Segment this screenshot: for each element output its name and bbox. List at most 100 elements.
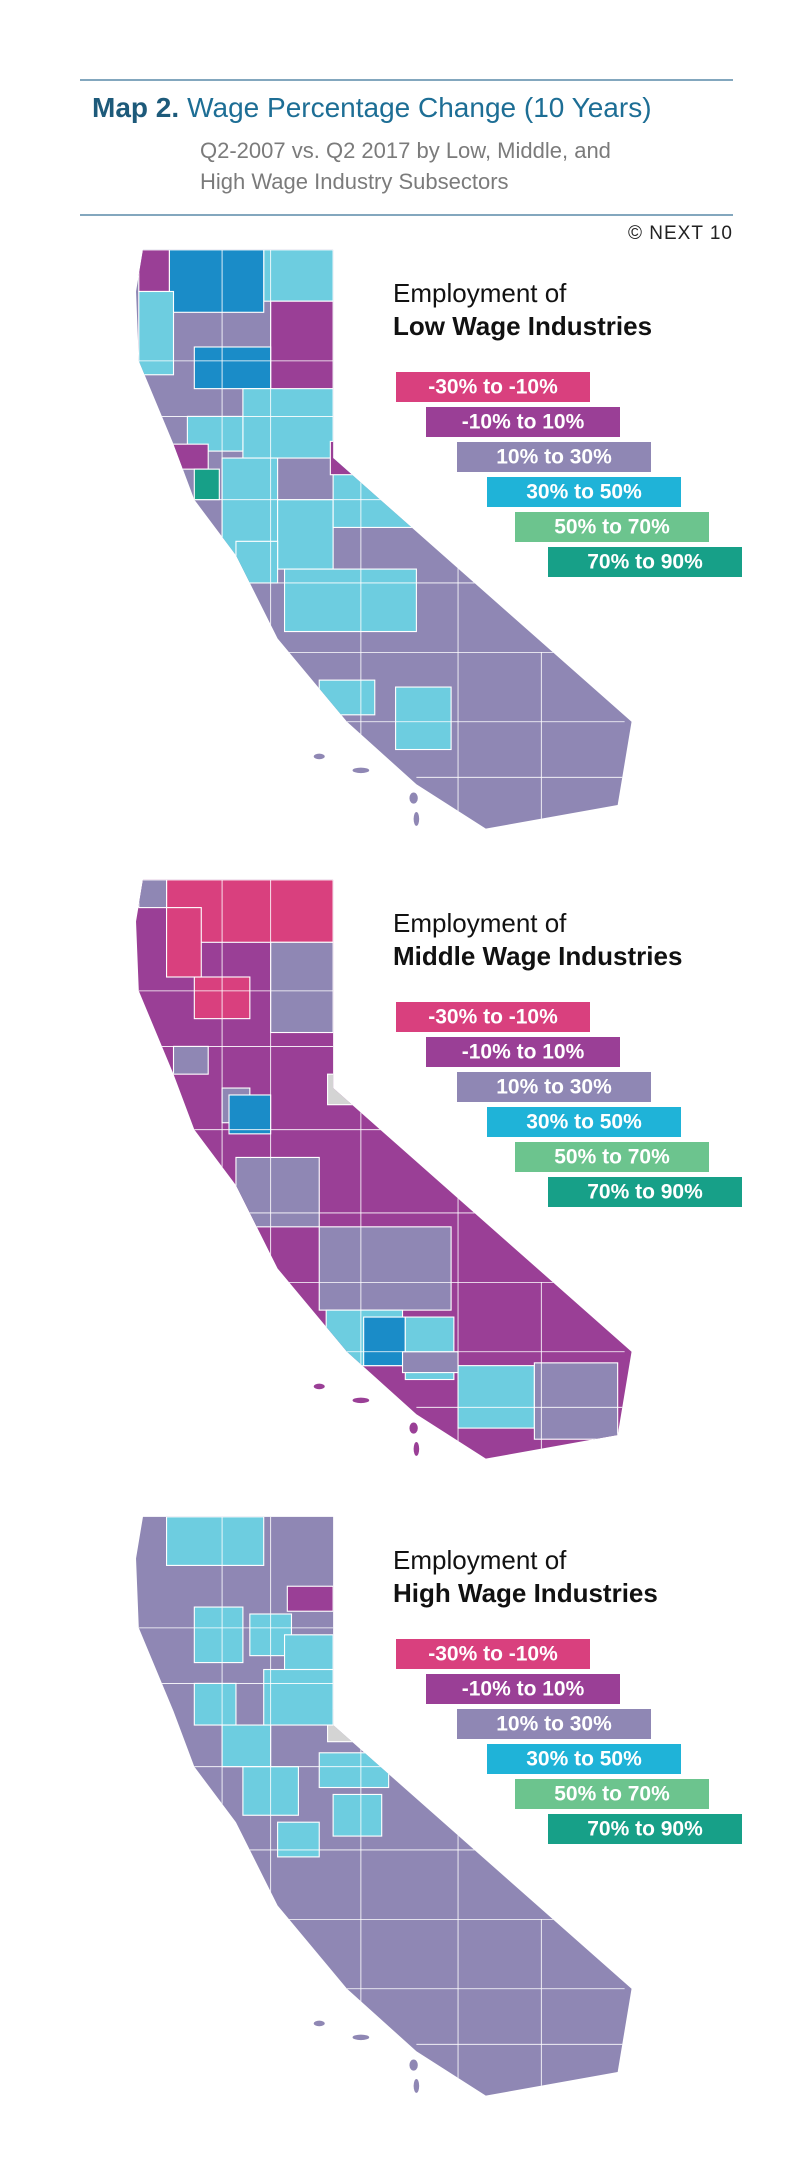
county [277,1821,320,1858]
county [395,686,452,751]
title-bold: Map 2. [92,92,179,123]
legend-label: 30% to 50% [526,1111,642,1134]
county [235,1156,320,1228]
legend-swatch [426,1037,620,1067]
legend-swatch [548,1814,742,1844]
legend-swatch [457,442,651,472]
state-shape [136,879,632,1459]
county [286,1585,334,1612]
county [283,568,417,633]
county [193,346,272,390]
legend-swatch [515,1142,709,1172]
county [318,679,376,716]
legend-label: -10% to 10% [462,411,585,434]
legend-swatch [426,407,620,437]
legend-label: 10% to 30% [496,1713,612,1736]
island [409,1422,418,1434]
legend-swatch [515,512,709,542]
legend-swatch [457,1709,651,1739]
legend-label: -10% to 10% [462,1678,585,1701]
california-map [136,879,632,1459]
county [457,1365,535,1429]
legend-swatch [487,477,681,507]
island [313,2020,325,2027]
county [263,249,334,302]
legend-label: 50% to 70% [554,516,670,539]
county [172,1045,209,1075]
county [138,249,170,293]
legend-label: 70% to 90% [587,1181,703,1204]
map-heading: Employment of [393,278,567,308]
legend-label: -10% to 10% [462,1041,585,1064]
county [193,1682,237,1726]
county [533,1362,619,1440]
county [332,457,431,528]
county-group [138,879,625,1459]
island [413,1441,420,1456]
map-heading: Employment of [393,908,567,938]
legend-swatch [396,1639,590,1669]
credit: © NEXT 10 [628,223,733,244]
state-shape [136,1516,632,2096]
county [283,1634,334,1671]
county [318,1226,452,1311]
county-group [138,1516,625,2096]
title: Map 2. Wage Percentage Change (10 Years) [92,92,652,123]
legend-label: 50% to 70% [554,1146,670,1169]
island [352,767,370,774]
county [270,300,334,397]
county [277,499,334,570]
legend-label: -30% to -10% [428,1643,558,1666]
subtitle-line: Q2-2007 vs. Q2 2017 by Low, Middle, and [200,138,611,163]
county [329,440,354,476]
county [263,1668,334,1726]
legend-swatch [487,1107,681,1137]
county [166,1516,265,1566]
county [221,1724,272,1768]
county [363,1316,406,1367]
legend-swatch [487,1744,681,1774]
legend-swatch [457,1072,651,1102]
title-text: Wage Percentage Change (10 Years) [187,92,651,123]
county [221,457,279,556]
county [168,249,265,313]
legend-swatch [515,1779,709,1809]
county [235,540,279,584]
county [332,1793,383,1837]
county-group [138,249,625,829]
island [352,1397,370,1404]
legend-swatch [396,372,590,402]
legend-swatch [548,1177,742,1207]
legend-swatch [426,1674,620,1704]
legend-label: 10% to 30% [496,446,612,469]
island [352,2034,370,2041]
county [401,1351,459,1374]
california-map [136,249,632,829]
county [138,879,168,909]
island [313,753,325,760]
county [327,1073,356,1106]
legend-label: 10% to 30% [496,1076,612,1099]
california-map [136,1516,632,2096]
county [228,1094,272,1135]
county [242,388,334,459]
subtitle-line: High Wage Industry Subsectors [200,169,509,194]
legend-label: 30% to 50% [526,481,642,504]
legend-swatch [396,1002,590,1032]
legend-label: -30% to -10% [428,1006,558,1029]
county [270,941,334,1034]
county [318,1752,390,1789]
map-subheading: High Wage Industries [393,1578,658,1608]
island [409,792,418,804]
legend-swatch [548,547,742,577]
island [409,2059,418,2071]
island [413,811,420,826]
county [138,290,175,376]
county [193,1606,244,1664]
map-subheading: Low Wage Industries [393,311,652,341]
map-subheading: Middle Wage Industries [393,941,682,971]
legend-label: 70% to 90% [587,1818,703,1841]
map-heading: Employment of [393,1545,567,1575]
